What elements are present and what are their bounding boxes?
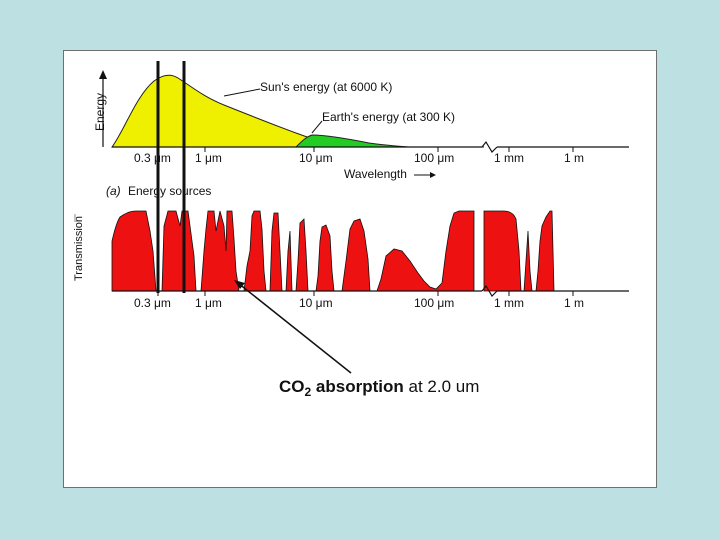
wavelength-arrow-head-icon	[430, 172, 436, 178]
top-tick-labels: 0.3 μm 1 μm 10 μm 100 μm 1 mm 1 m	[134, 151, 584, 165]
caption-subscript: 2	[304, 385, 312, 399]
bottom-tick-0: 0.3 μm	[134, 296, 171, 310]
earth-energy-curve	[294, 134, 410, 148]
caption-rest: at 2.0 um	[408, 377, 480, 396]
top-tick-2: 10 μm	[299, 151, 333, 165]
atmosphere-diagram: Energy Sun's energy (at 6000 K) Earth's …	[73, 61, 629, 374]
earth-energy-label: Earth's energy (at 300 K)	[322, 110, 455, 124]
bottom-tick-5: 1 m	[564, 296, 584, 310]
wavelength-axis-label: Wavelength	[344, 167, 407, 181]
panel-label: (a)	[106, 184, 121, 198]
bottom-tick-1: 1 μm	[195, 296, 222, 310]
top-axis-ticks	[157, 147, 574, 152]
bottom-tick-2: 10 μm	[299, 296, 333, 310]
earth-leader-line	[311, 120, 323, 134]
top-tick-3: 100 μm	[414, 151, 454, 165]
slide-frame: Energy Sun's energy (at 6000 K) Earth's …	[63, 50, 657, 488]
co2-caption: CO2 absorption at 2.0 um	[279, 377, 479, 399]
transmission-axis-label: Transmission	[73, 216, 85, 281]
top-axis-break-icon	[481, 140, 498, 153]
transmission-curve-right	[483, 210, 555, 292]
sun-energy-label: Sun's energy (at 6000 K)	[260, 80, 392, 94]
top-tick-4: 1 mm	[494, 151, 524, 165]
top-tick-1: 1 μm	[195, 151, 222, 165]
bottom-axis-break-icon	[481, 284, 498, 297]
panel-title: Energy sources	[128, 184, 211, 198]
co2-pointer-arrow	[237, 282, 352, 374]
caption-molecule: CO	[279, 377, 305, 396]
co2-pointer-arrow-head-icon	[234, 280, 245, 289]
top-tick-5: 1 m	[564, 151, 584, 165]
bottom-tick-3: 100 μm	[414, 296, 454, 310]
bottom-tick-labels: 0.3 μm 1 μm 10 μm 100 μm 1 mm 1 m	[134, 296, 584, 310]
energy-axis-label: Energy	[93, 93, 107, 131]
transmission-panel: Transmission 0.3 μm 1 μm 10 μm 100 μm 1 …	[73, 210, 629, 310]
sun-leader-line	[223, 88, 261, 97]
bottom-tick-4: 1 mm	[494, 296, 524, 310]
caption-absorption: absorption	[315, 377, 404, 396]
energy-arrow-head-icon	[99, 70, 107, 79]
top-tick-0: 0.3 μm	[134, 151, 171, 165]
bottom-axis-ticks	[157, 291, 574, 296]
energy-panel: Energy Sun's energy (at 6000 K) Earth's …	[93, 70, 629, 198]
transmission-curve	[111, 210, 475, 292]
